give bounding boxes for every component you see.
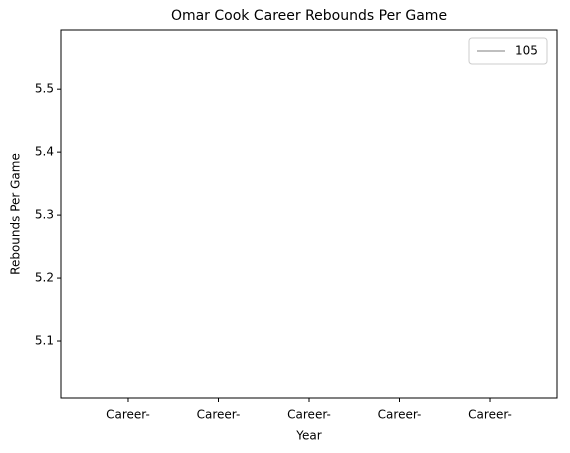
plot-frame bbox=[60, 29, 558, 399]
x-tick-label: Career- bbox=[468, 408, 512, 422]
x-axis-label: Year bbox=[295, 429, 321, 443]
x-tick-label: Career- bbox=[197, 408, 241, 422]
legend-box bbox=[468, 37, 548, 65]
y-tick-label: 5.4 bbox=[35, 145, 54, 159]
x-tick-label: Career- bbox=[106, 408, 150, 422]
x-tick-label: Career- bbox=[287, 408, 331, 422]
y-axis-label: Rebounds Per Game bbox=[9, 153, 23, 275]
x-tick-label: Career- bbox=[378, 408, 422, 422]
legend-label: 105 bbox=[515, 44, 538, 58]
y-tick-label: 5.2 bbox=[35, 271, 54, 285]
y-tick-label: 5.5 bbox=[35, 82, 54, 96]
chart-title: Omar Cook Career Rebounds Per Game bbox=[171, 8, 447, 24]
y-tick-label: 5.1 bbox=[35, 334, 54, 348]
y-tick-label: 5.3 bbox=[35, 208, 54, 222]
